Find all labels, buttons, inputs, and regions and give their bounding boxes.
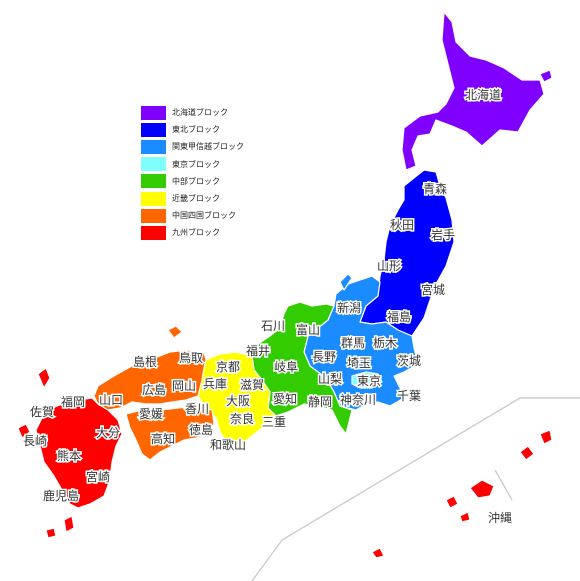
legend-label: 九州ブロック [172,228,220,238]
legend-label: 近畿ブロック [172,194,220,204]
label-mie[interactable]: 三重 [261,414,288,431]
region-kyushu[interactable] [35,397,123,509]
label-tochigi[interactable]: 栃木 [372,335,399,352]
label-aichi[interactable]: 愛知 [272,391,299,408]
label-shiga[interactable]: 滋賀 [239,377,266,394]
region-hokkaido-islet [539,69,553,83]
label-osaka[interactable]: 大阪 [225,393,252,410]
label-tokyo[interactable]: 東京 [356,373,383,390]
label-okayama[interactable]: 岡山 [171,378,198,395]
legend-label: 東北ブロック [172,125,220,135]
label-nagasaki[interactable]: 長崎 [22,433,49,450]
label-hokkaido[interactable]: 北海道 [464,86,503,104]
legend-label: 東京ブロック [172,159,220,169]
label-aomori[interactable]: 青森 [422,180,449,198]
region-sado-island [339,273,353,291]
label-chiba[interactable]: 千葉 [396,388,423,405]
label-yamagata[interactable]: 山形 [376,258,403,275]
region-tsushima [37,367,51,389]
region-okinawa-main[interactable] [469,479,495,499]
label-gifu[interactable]: 岐阜 [273,359,300,376]
okinawa-inset-tick [494,469,513,501]
legend-swatch [141,105,166,120]
region-amami [45,527,57,539]
label-hyogo[interactable]: 兵庫 [202,376,229,393]
legend-item-hokkaido: 北海道ブロック [141,104,281,121]
label-kanagawa[interactable]: 神奈川 [339,392,378,409]
label-kagoshima[interactable]: 鹿児島 [42,487,81,505]
label-saga[interactable]: 佐賀 [29,404,56,421]
region-tanegashima [63,515,75,533]
region-shikoku[interactable] [125,405,215,461]
legend-item-chubu: 中部ブロック [141,173,281,190]
label-ibaraki[interactable]: 茨城 [396,353,423,370]
label-toyama[interactable]: 富山 [295,321,322,339]
label-kumamoto[interactable]: 熊本 [56,447,83,465]
label-miyagi[interactable]: 宮城 [420,281,447,299]
label-kagawa[interactable]: 香川 [184,401,211,418]
region-chugoku-shikoku[interactable] [93,349,207,411]
label-fukui[interactable]: 福井 [245,342,272,360]
label-akita[interactable]: 秋田 [389,217,416,234]
legend-item-chugoku-shikoku: 中国四国ブロック [141,207,281,224]
label-tottori[interactable]: 鳥取 [178,349,205,367]
legend-swatch [141,157,166,172]
label-ishikawa[interactable]: 石川 [260,318,287,335]
region-tokyo[interactable] [351,371,383,389]
label-kyoto[interactable]: 京都 [215,359,242,376]
prefecture-labels: 北海道 青森 秋田 岩手 山形 宮城 福島 新潟 富山 石川 福井 長野 群馬 … [22,86,514,527]
label-fukushima[interactable]: 福島 [386,308,413,326]
legend-swatch [141,174,166,189]
label-saitama[interactable]: 埼玉 [346,355,373,372]
label-okinawa[interactable]: 沖縄 [487,509,514,527]
region-okinawa-isle-1 [445,495,459,509]
legend-swatch [141,122,166,137]
label-fukuoka[interactable]: 福岡 [60,393,87,411]
label-hiroshima[interactable]: 広島 [141,381,168,399]
region-hokkaido[interactable] [401,11,545,171]
label-yamaguchi[interactable]: 山口 [98,392,125,409]
region-okinawa-isle-4 [459,511,471,523]
legend-label: 関東甲信越ブロック [172,142,244,152]
label-tokushima[interactable]: 徳島 [188,421,215,439]
label-wakayama[interactable]: 和歌山 [209,436,248,454]
label-shizuoka[interactable]: 静岡 [307,394,334,411]
legend-swatch [141,191,166,206]
legend-swatch [141,208,166,223]
legend: 北海道ブロック 東北ブロック 関東甲信越ブロック 東京ブロック 中部ブロック 近… [141,104,281,242]
region-okinawa-isle-3 [539,429,553,445]
region-okinawa-isle-2 [519,445,535,461]
legend-item-kanto-koshinetsu: 関東甲信越ブロック [141,138,281,155]
label-miyazaki[interactable]: 宮崎 [85,468,112,486]
label-oita[interactable]: 大分 [95,425,122,442]
region-kinki[interactable] [197,351,277,447]
region-goto-islands [17,423,31,439]
legend-item-tohoku: 東北ブロック [141,121,281,138]
region-okinawa-isle-5 [371,547,385,559]
label-nara[interactable]: 奈良 [229,410,256,428]
legend-label: 中国四国ブロック [172,211,236,221]
label-gunma[interactable]: 群馬 [340,335,367,352]
label-kochi[interactable]: 高知 [150,430,177,448]
legend-swatch [141,139,166,154]
legend-swatch [141,225,166,240]
legend-item-tokyo: 東京ブロック [141,156,281,173]
legend-item-kinki: 近畿ブロック [141,190,281,207]
legend-label: 中部ブロック [172,176,220,186]
label-yamanashi[interactable]: 山梨 [317,371,344,388]
label-niigata[interactable]: 新潟 [336,299,363,317]
legend-label: 北海道ブロック [172,108,228,118]
label-nagano[interactable]: 長野 [311,349,338,366]
label-shimane[interactable]: 島根 [132,353,159,371]
okinawa-inset-border [251,397,580,581]
label-iwate[interactable]: 岩手 [430,226,457,244]
label-ehime[interactable]: 愛媛 [138,406,165,423]
region-oki-islands [167,325,183,339]
legend-item-kyushu: 九州ブロック [141,224,281,241]
